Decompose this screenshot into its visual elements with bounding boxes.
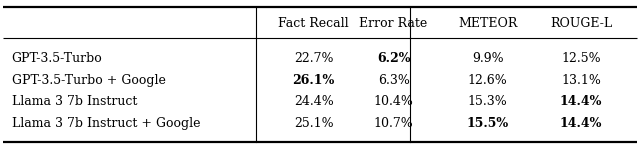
Text: Fact Recall: Fact Recall: [278, 17, 349, 30]
Text: ROUGE-L: ROUGE-L: [550, 17, 612, 30]
Text: 6.2%: 6.2%: [377, 52, 410, 65]
Text: 26.1%: 26.1%: [292, 74, 335, 86]
Text: METEOR: METEOR: [458, 17, 517, 30]
Text: 9.9%: 9.9%: [472, 52, 504, 65]
Text: Error Rate: Error Rate: [360, 17, 428, 30]
Text: 10.4%: 10.4%: [374, 95, 413, 108]
Text: 14.4%: 14.4%: [560, 95, 602, 108]
Text: 6.3%: 6.3%: [378, 74, 410, 86]
Text: 15.5%: 15.5%: [467, 117, 509, 130]
Text: Llama 3 7b Instruct: Llama 3 7b Instruct: [12, 95, 137, 108]
Text: 22.7%: 22.7%: [294, 52, 333, 65]
Text: 25.1%: 25.1%: [294, 117, 333, 130]
Text: 10.7%: 10.7%: [374, 117, 413, 130]
Text: 14.4%: 14.4%: [560, 117, 602, 130]
Text: 15.3%: 15.3%: [468, 95, 508, 108]
Text: GPT-3.5-Turbo + Google: GPT-3.5-Turbo + Google: [12, 74, 165, 86]
Text: 13.1%: 13.1%: [561, 74, 601, 86]
Text: 12.6%: 12.6%: [468, 74, 508, 86]
Text: 24.4%: 24.4%: [294, 95, 333, 108]
Text: 12.5%: 12.5%: [561, 52, 601, 65]
Text: GPT-3.5-Turbo: GPT-3.5-Turbo: [12, 52, 102, 65]
Text: Llama 3 7b Instruct + Google: Llama 3 7b Instruct + Google: [12, 117, 200, 130]
